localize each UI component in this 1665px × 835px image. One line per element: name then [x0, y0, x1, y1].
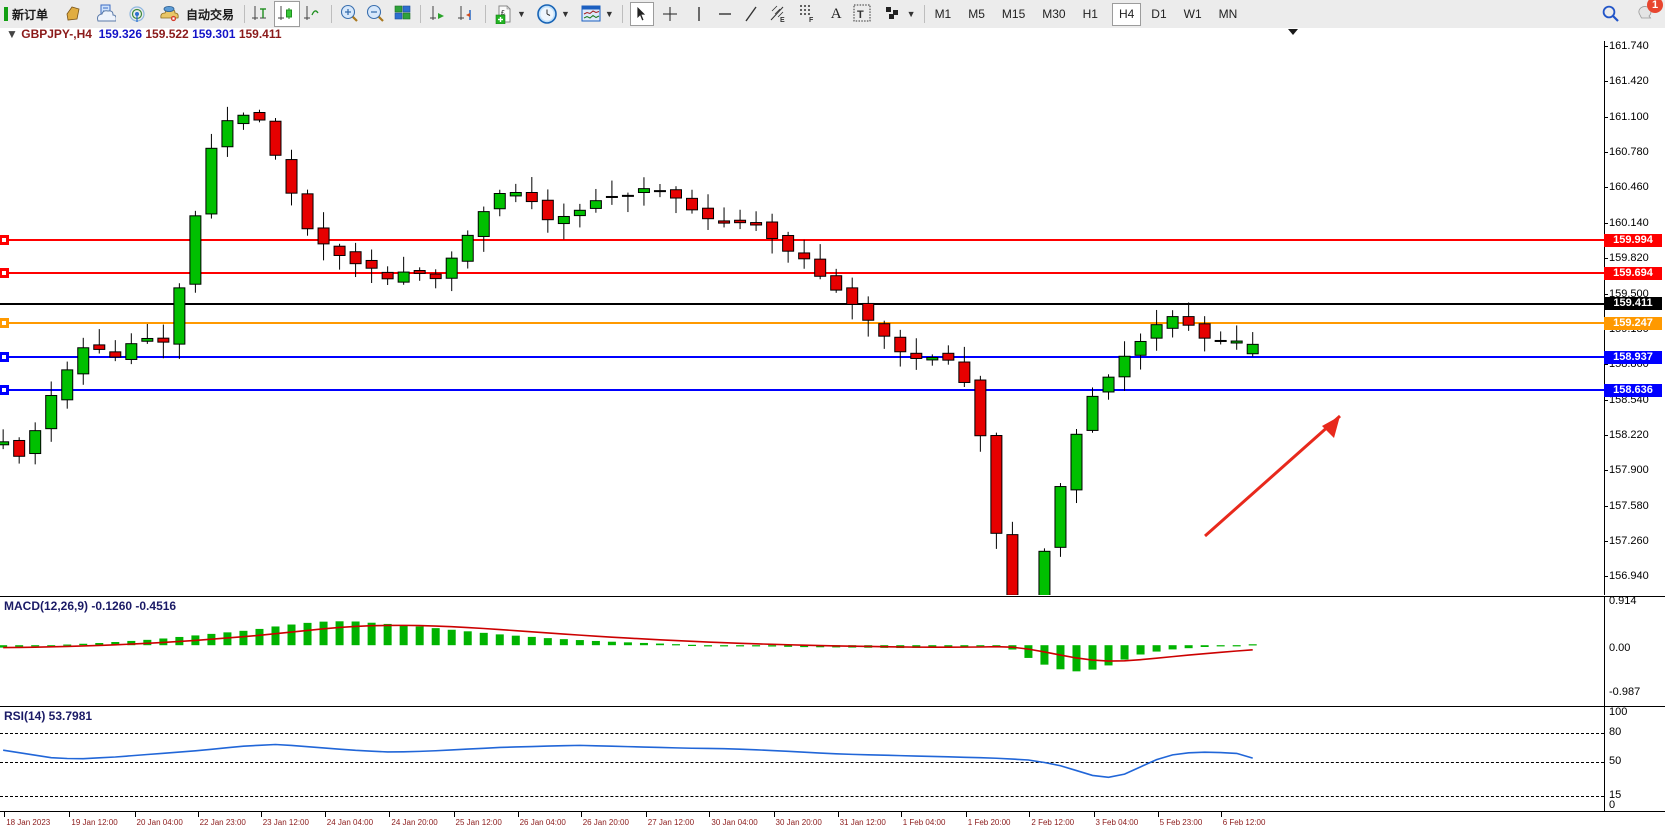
svg-text:E: E [780, 17, 785, 24]
svg-text:T: T [857, 9, 864, 21]
svg-text:F: F [809, 17, 814, 24]
